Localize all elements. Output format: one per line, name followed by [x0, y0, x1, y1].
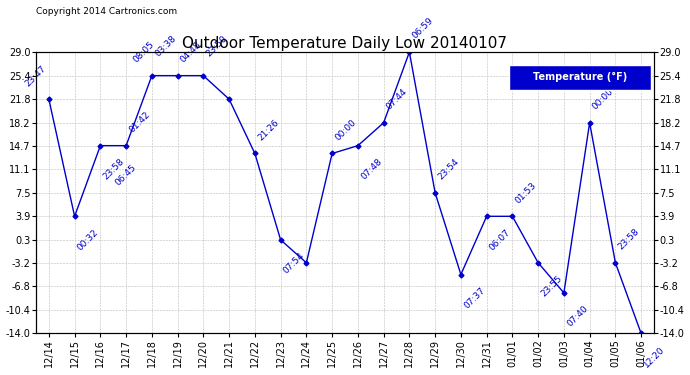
- Text: 01:42: 01:42: [128, 110, 152, 134]
- Text: 06:59: 06:59: [411, 16, 435, 41]
- Text: 23:55: 23:55: [540, 274, 564, 298]
- Text: 06:07: 06:07: [488, 228, 513, 252]
- Text: 07:37: 07:37: [462, 286, 487, 310]
- Text: 21:26: 21:26: [256, 118, 281, 142]
- Text: 00:00: 00:00: [333, 118, 358, 142]
- Text: 12:20: 12:20: [642, 345, 667, 369]
- Text: 23:47: 23:47: [23, 63, 48, 88]
- Text: Copyright 2014 Cartronics.com: Copyright 2014 Cartronics.com: [36, 6, 177, 15]
- Title: Outdoor Temperature Daily Low 20140107: Outdoor Temperature Daily Low 20140107: [182, 36, 508, 51]
- Text: 07:54: 07:54: [282, 251, 306, 276]
- Text: 04:48: 04:48: [179, 40, 204, 64]
- Text: 06:45: 06:45: [113, 162, 138, 187]
- Text: 03:38: 03:38: [153, 34, 178, 59]
- Text: 01:53: 01:53: [513, 180, 538, 205]
- Text: 07:44: 07:44: [385, 87, 409, 111]
- Text: 00:32: 00:32: [76, 228, 101, 252]
- Text: 23:54: 23:54: [436, 157, 461, 182]
- Text: 08:05: 08:05: [131, 40, 156, 64]
- FancyBboxPatch shape: [509, 65, 651, 90]
- Text: 23:58: 23:58: [617, 227, 641, 252]
- Text: 23:58: 23:58: [101, 157, 126, 182]
- Text: 23:50: 23:50: [205, 34, 229, 59]
- Text: 07:48: 07:48: [359, 157, 384, 182]
- Text: Temperature (°F): Temperature (°F): [533, 72, 627, 82]
- Text: 00:00: 00:00: [591, 87, 615, 111]
- Text: 07:40: 07:40: [565, 304, 590, 328]
